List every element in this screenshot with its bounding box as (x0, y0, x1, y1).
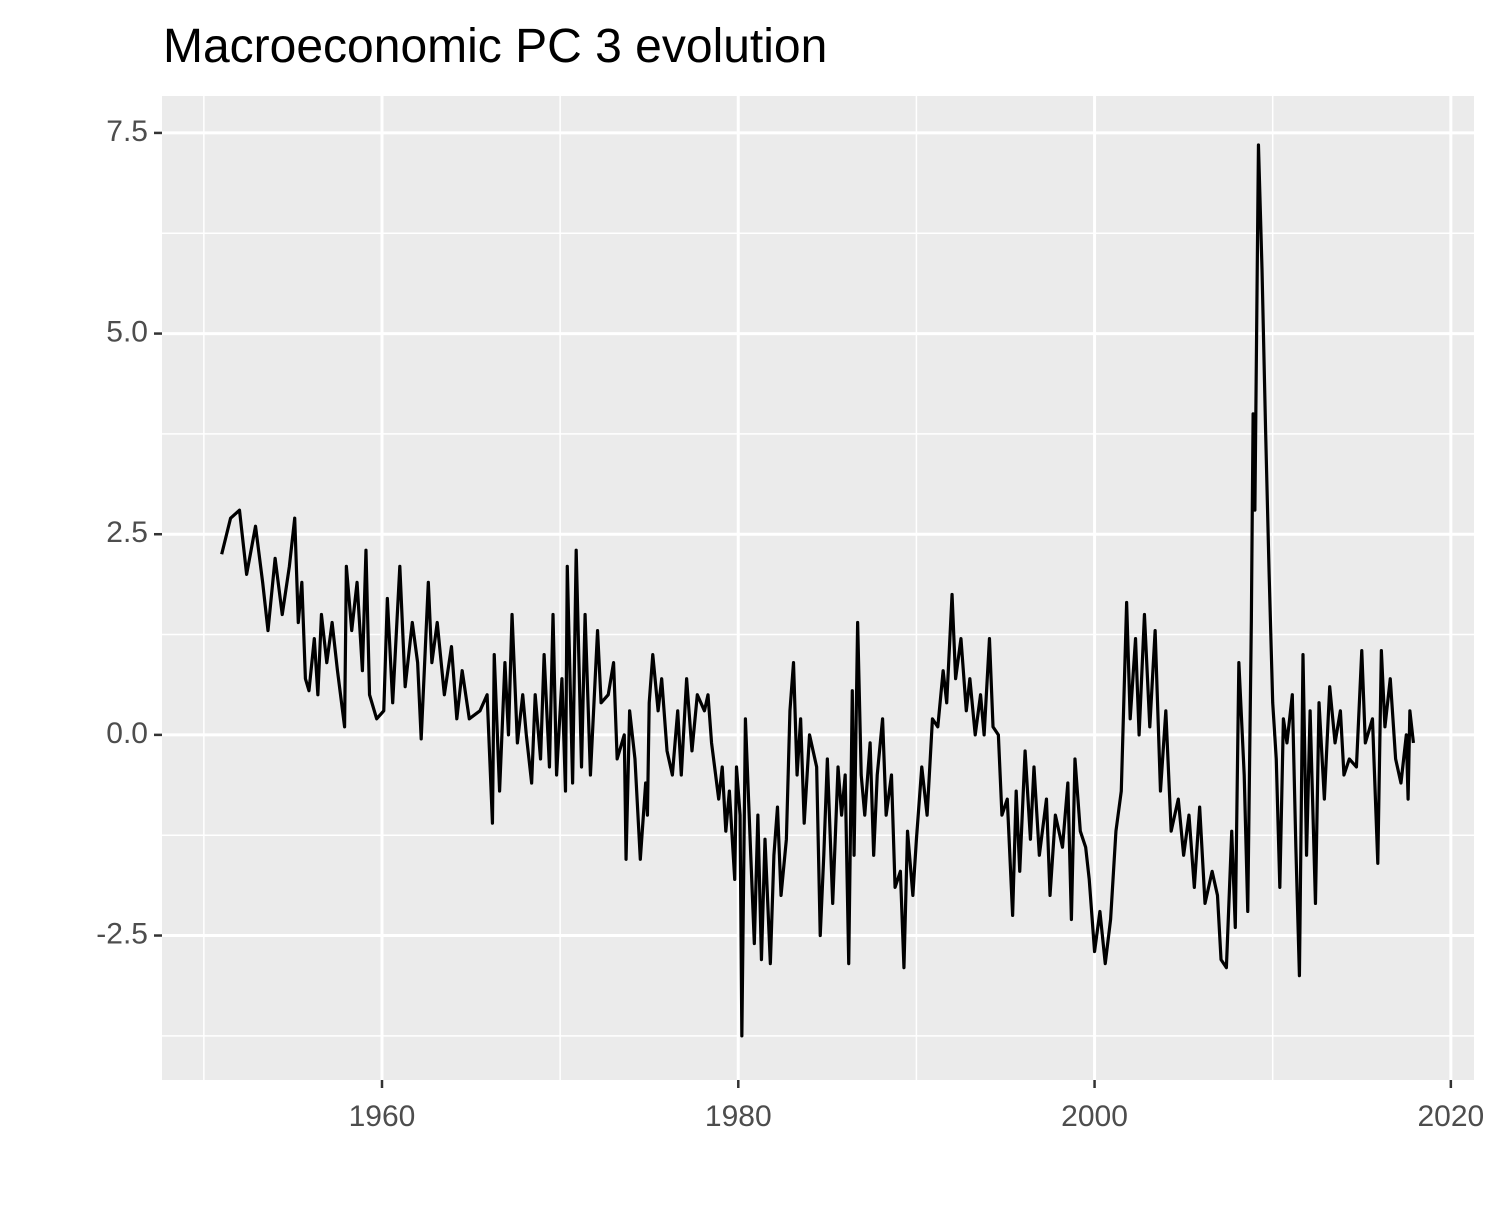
axes: 1960 1980 2000 2020 -2.5 0.0 2.5 5.0 7.5 (96, 115, 1484, 1133)
y-tick-label: 2.5 (106, 516, 148, 549)
marks (220, 143, 1416, 1038)
y-tick-label: 7.5 (106, 115, 148, 148)
y-tick-label: 5.0 (106, 315, 148, 348)
y-tick-label: -2.5 (96, 917, 148, 950)
x-tick-label: 1960 (349, 1100, 416, 1133)
data-line (220, 143, 1416, 1038)
y-tick-label: 0.0 (106, 717, 148, 750)
chart-title: Macroeconomic PC 3 evolution (163, 20, 827, 73)
x-tick-label: 2000 (1061, 1100, 1128, 1133)
x-tick-label: 2020 (1417, 1100, 1484, 1133)
x-tick-label: 1980 (705, 1100, 772, 1133)
grid (162, 96, 1474, 1080)
